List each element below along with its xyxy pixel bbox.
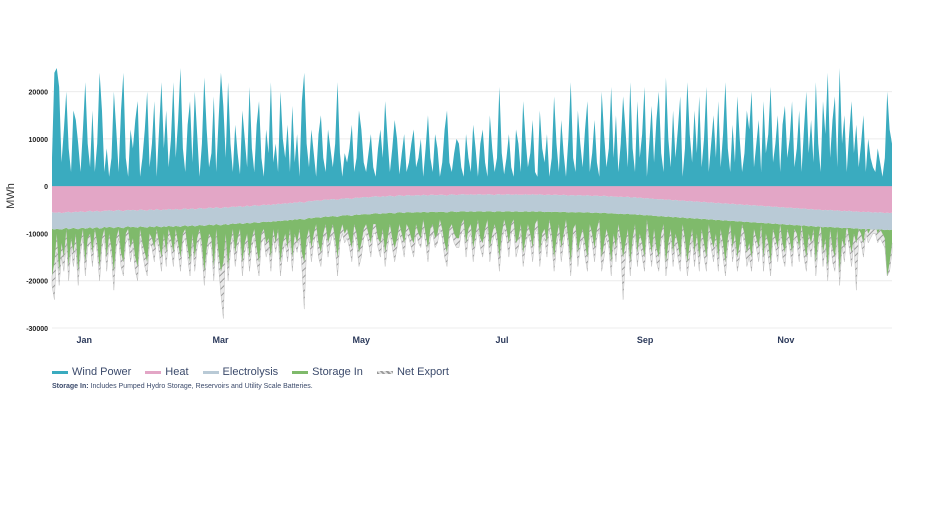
x-tick-label: Nov [777, 335, 794, 345]
x-tick-label: Mar [212, 335, 229, 345]
legend-item-storage-in[interactable]: Storage In [292, 366, 363, 378]
x-tick-label: Jan [77, 335, 93, 345]
x-tick-label: Jul [495, 335, 508, 345]
y-tick-label: -20000 [26, 279, 48, 286]
footnote-label: Storage In: [52, 383, 89, 390]
y-tick-label: 10000 [29, 137, 49, 144]
legend-item-heat[interactable]: Heat [145, 366, 189, 378]
legend-swatch [292, 370, 309, 374]
footnote: Storage In: Includes Pumped Hydro Storag… [52, 383, 313, 390]
y-axis-label: MWh [5, 183, 17, 209]
plot-area [51, 68, 893, 319]
series-area-heat [52, 186, 892, 214]
legend-swatch [202, 370, 219, 374]
x-axis: Jan Mar May Jul Sep Nov [77, 335, 795, 345]
legend-label: Net Export [396, 366, 449, 378]
series-area-electrolysis [52, 194, 892, 231]
x-tick-label: Sep [637, 335, 654, 345]
series-area-storage-in [52, 211, 892, 276]
legend: Wind Power Heat Electrolysis Storage In … [52, 366, 449, 378]
legend-swatch [145, 370, 162, 374]
legend-swatch [376, 370, 393, 374]
y-axis: 20000 10000 0 -10000 -20000 -30000 [26, 90, 48, 333]
legend-swatch [52, 370, 68, 374]
legend-item-net-export[interactable]: Net Export [376, 366, 449, 378]
legend-item-wind-power[interactable]: Wind Power [52, 366, 131, 378]
legend-label: Heat [165, 366, 189, 378]
y-tick-label: 0 [44, 184, 48, 191]
x-tick-label: May [352, 335, 370, 345]
footnote-text: Includes Pumped Hydro Storage, Reservoir… [88, 383, 313, 390]
legend-label: Storage In [312, 366, 363, 378]
series-area-wind-power [52, 68, 892, 187]
y-tick-label: -30000 [26, 326, 48, 333]
y-tick-label: 20000 [29, 90, 49, 97]
y-tick-label: -10000 [26, 231, 48, 238]
legend-label: Wind Power [72, 366, 132, 378]
legend-item-electrolysis[interactable]: Electrolysis [202, 366, 279, 378]
legend-label: Electrolysis [222, 366, 279, 378]
